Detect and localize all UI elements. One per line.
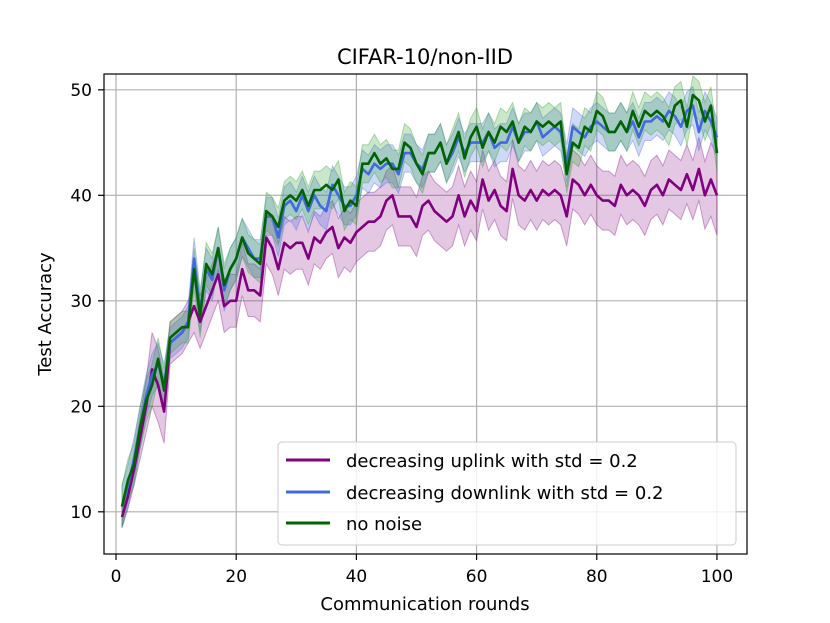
series-line-2 — [120, 93, 719, 507]
plot-area-frame — [103, 73, 748, 555]
series-lines — [120, 93, 719, 518]
x-tick-label: 100 — [701, 567, 733, 587]
y-tick-label: 50 — [70, 81, 92, 101]
x-tick-label: 0 — [111, 567, 122, 587]
legend-label-no-noise: no noise — [346, 514, 422, 535]
legend-box — [277, 441, 737, 546]
legend: decreasing uplink with std = 0.2 decreas… — [277, 441, 737, 546]
x-tick-label: 40 — [346, 567, 368, 587]
y-axis-title: Test Accuracy — [35, 252, 56, 377]
x-tick-label: 80 — [586, 567, 608, 587]
legend-label-downlink: decreasing downlink with std = 0.2 — [346, 483, 664, 504]
chart-title: CIFAR-10/non-IID — [337, 45, 513, 69]
x-tick-label: 20 — [225, 567, 247, 587]
y-tick-label: 10 — [70, 503, 92, 523]
x-tick-label: 60 — [466, 567, 488, 587]
y-tick-label: 40 — [70, 186, 92, 206]
y-tick-label: 30 — [70, 292, 92, 312]
series-line-0 — [120, 167, 719, 518]
y-tick-label: 20 — [70, 397, 92, 417]
x-axis-title: Communication rounds — [320, 594, 529, 615]
axis-ticks: 0 20 40 60 80 100 10 20 30 40 50 — [70, 81, 733, 587]
series-band-0 — [121, 137, 718, 528]
legend-label-uplink: decreasing uplink with std = 0.2 — [346, 451, 638, 472]
